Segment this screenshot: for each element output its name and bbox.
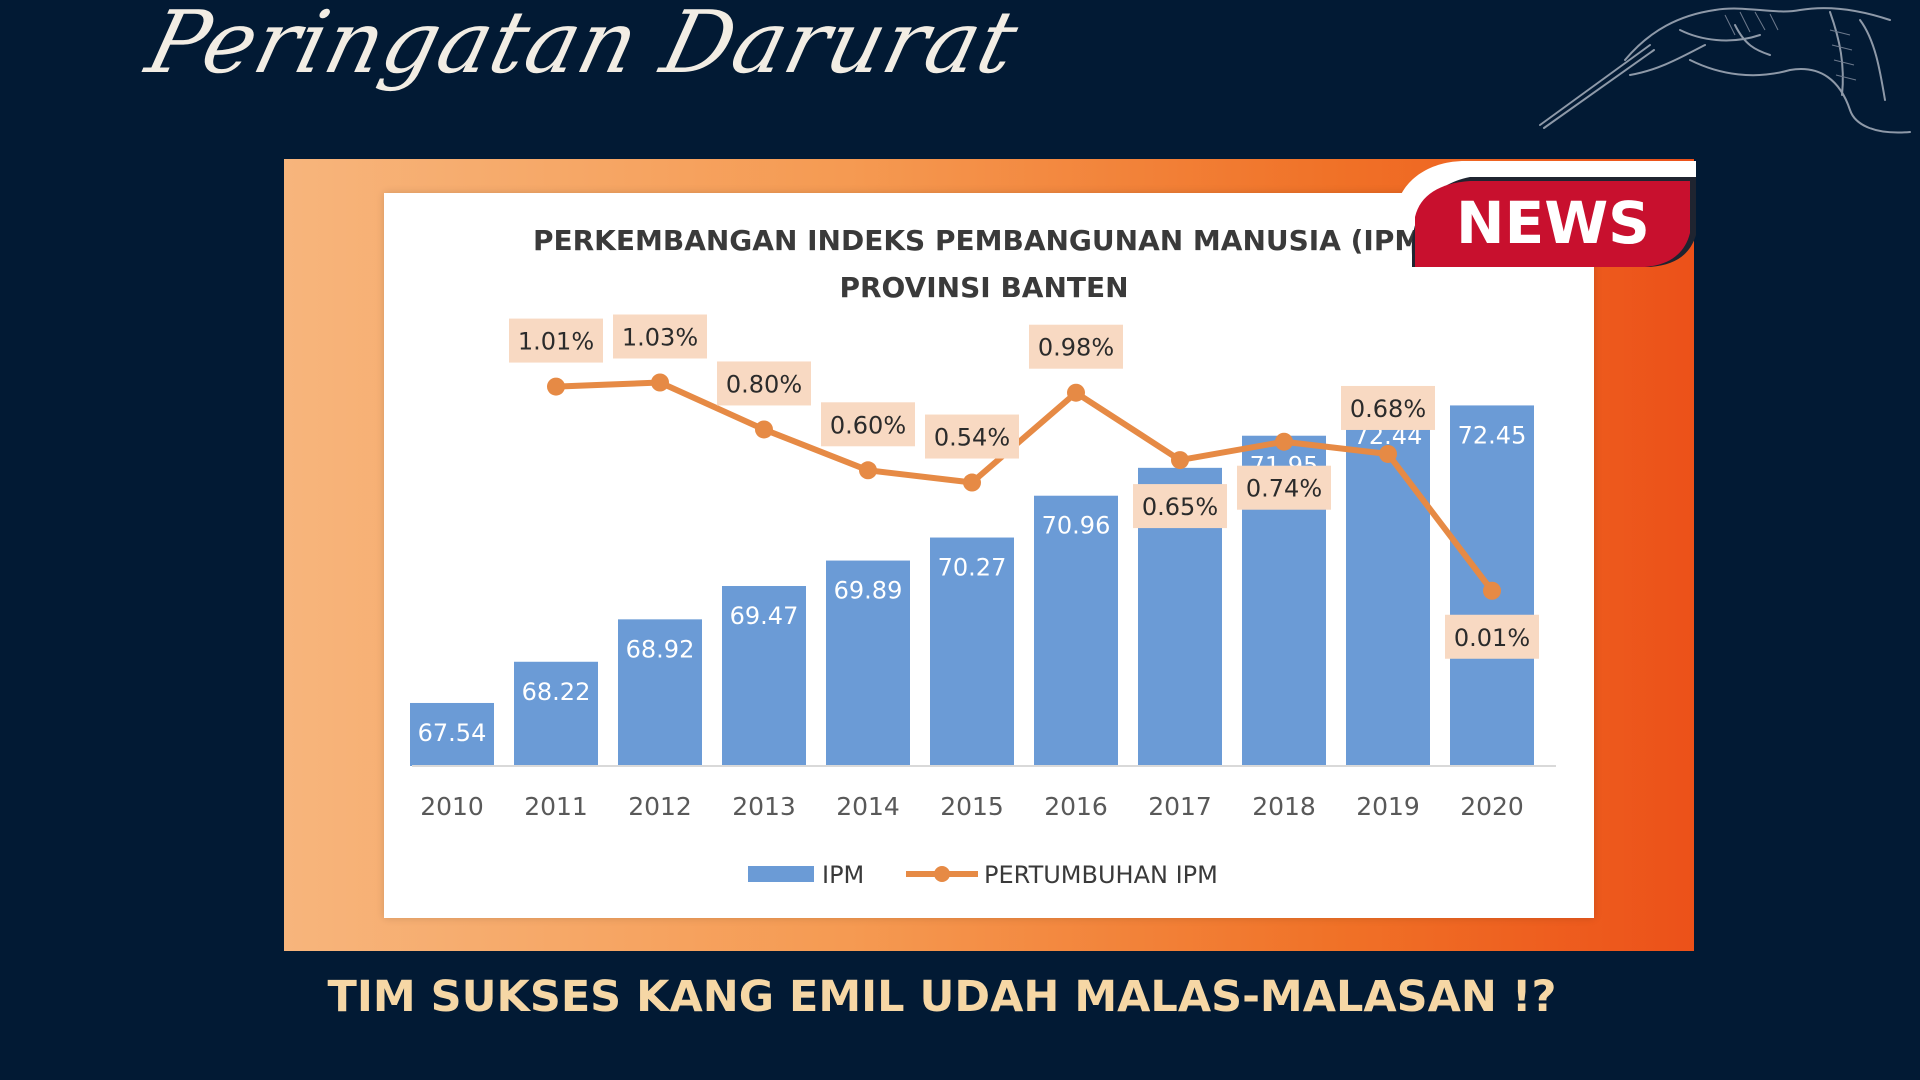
point-pertumbuhan-2020 xyxy=(1483,581,1501,600)
point-pertumbuhan-2012 xyxy=(651,373,669,392)
bar-ipm-2010 xyxy=(410,702,494,766)
legend-swatch-ipm xyxy=(748,866,814,882)
growth-label-2014: 0.60% xyxy=(830,411,906,439)
x-tick-2010: 2010 xyxy=(420,792,484,821)
bar-ipm-2015 xyxy=(930,537,1014,766)
x-tick-2018: 2018 xyxy=(1252,792,1316,821)
x-tick-2019: 2019 xyxy=(1356,792,1420,821)
legend-label-pertumbuhan: PERTUMBUHAN IPM xyxy=(984,861,1218,889)
news-badge-label: NEWS xyxy=(1456,189,1650,257)
growth-label-2020: 0.01% xyxy=(1454,624,1530,652)
point-pertumbuhan-2018 xyxy=(1275,432,1293,451)
point-pertumbuhan-2015 xyxy=(963,473,981,492)
growth-label-2018: 0.74% xyxy=(1246,475,1322,503)
point-pertumbuhan-2017 xyxy=(1171,451,1189,470)
bar-ipm-2013 xyxy=(722,586,806,766)
growth-label-box-2011 xyxy=(509,318,603,363)
bar-label-2016: 70.96 xyxy=(1042,512,1111,540)
growth-label-2016: 0.98% xyxy=(1038,334,1114,362)
point-pertumbuhan-2016 xyxy=(1067,383,1085,402)
chart-panel: PERKEMBANGAN INDEKS PEMBANGUNAN MANUSIA … xyxy=(384,193,1594,918)
bar-label-2020: 72.45 xyxy=(1458,421,1527,449)
growth-label-box-2016 xyxy=(1029,324,1123,369)
x-tick-2012: 2012 xyxy=(628,792,692,821)
growth-label-box-2020 xyxy=(1445,614,1539,659)
point-pertumbuhan-2013 xyxy=(755,420,773,439)
legend-swatch-marker xyxy=(934,866,950,882)
bar-ipm-2019 xyxy=(1346,406,1430,766)
bar-label-2010: 67.54 xyxy=(418,719,487,747)
point-pertumbuhan-2011 xyxy=(547,377,565,396)
bar-ipm-2012 xyxy=(618,619,702,766)
chart-title-line2: PROVINSI BANTEN xyxy=(839,271,1128,304)
bar-ipm-2014 xyxy=(826,560,910,766)
legend-label-ipm: IPM xyxy=(822,861,864,889)
x-tick-2015: 2015 xyxy=(940,792,1004,821)
bar-ipm-2016 xyxy=(1034,495,1118,766)
x-tick-2013: 2013 xyxy=(732,792,796,821)
bar-label-2012: 68.92 xyxy=(626,635,695,663)
growth-label-box-2015 xyxy=(925,414,1019,459)
growth-label-2013: 0.80% xyxy=(726,370,802,398)
growth-label-2012: 1.03% xyxy=(622,324,698,352)
growth-label-box-2017 xyxy=(1133,484,1227,529)
x-tick-2016: 2016 xyxy=(1044,792,1108,821)
growth-label-2019: 0.68% xyxy=(1350,395,1426,423)
growth-label-2015: 0.54% xyxy=(934,424,1010,452)
growth-label-2017: 0.65% xyxy=(1142,493,1218,521)
bar-label-2013: 69.47 xyxy=(730,602,799,630)
x-tick-2011: 2011 xyxy=(524,792,588,821)
point-pertumbuhan-2014 xyxy=(859,461,877,480)
growth-label-box-2018 xyxy=(1237,465,1331,510)
growth-label-2011: 1.01% xyxy=(518,328,594,356)
x-tick-2017: 2017 xyxy=(1148,792,1212,821)
chart-title-line1: PERKEMBANGAN INDEKS PEMBANGUNAN MANUSIA … xyxy=(533,224,1435,257)
hand-pen-sketch-icon xyxy=(1539,7,1911,134)
growth-label-box-2013 xyxy=(717,361,811,406)
bar-label-2014: 69.89 xyxy=(834,577,903,605)
chart: PERKEMBANGAN INDEKS PEMBANGUNAN MANUSIA … xyxy=(410,224,1556,889)
bar-label-2011: 68.22 xyxy=(522,678,591,706)
x-tick-2014: 2014 xyxy=(836,792,900,821)
bar-label-2015: 70.27 xyxy=(938,554,1007,582)
legend: IPM PERTUMBUHAN IPM xyxy=(748,861,1218,889)
point-pertumbuhan-2019 xyxy=(1379,444,1397,463)
growth-label-box-2012 xyxy=(613,314,707,359)
line-pertumbuhan-ipm xyxy=(555,379,1495,593)
x-tick-2020: 2020 xyxy=(1460,792,1524,821)
news-badge: NEWS xyxy=(1395,161,1696,267)
bar-ipm-2011 xyxy=(514,661,598,766)
script-title: Peringatan Darurat xyxy=(137,0,1028,93)
growth-label-box-2019 xyxy=(1341,385,1435,430)
growth-label-box-2014 xyxy=(821,402,915,447)
caption-headline: TIM SUKSES KANG EMIL UDAH MALAS-MALASAN … xyxy=(327,972,1557,1022)
